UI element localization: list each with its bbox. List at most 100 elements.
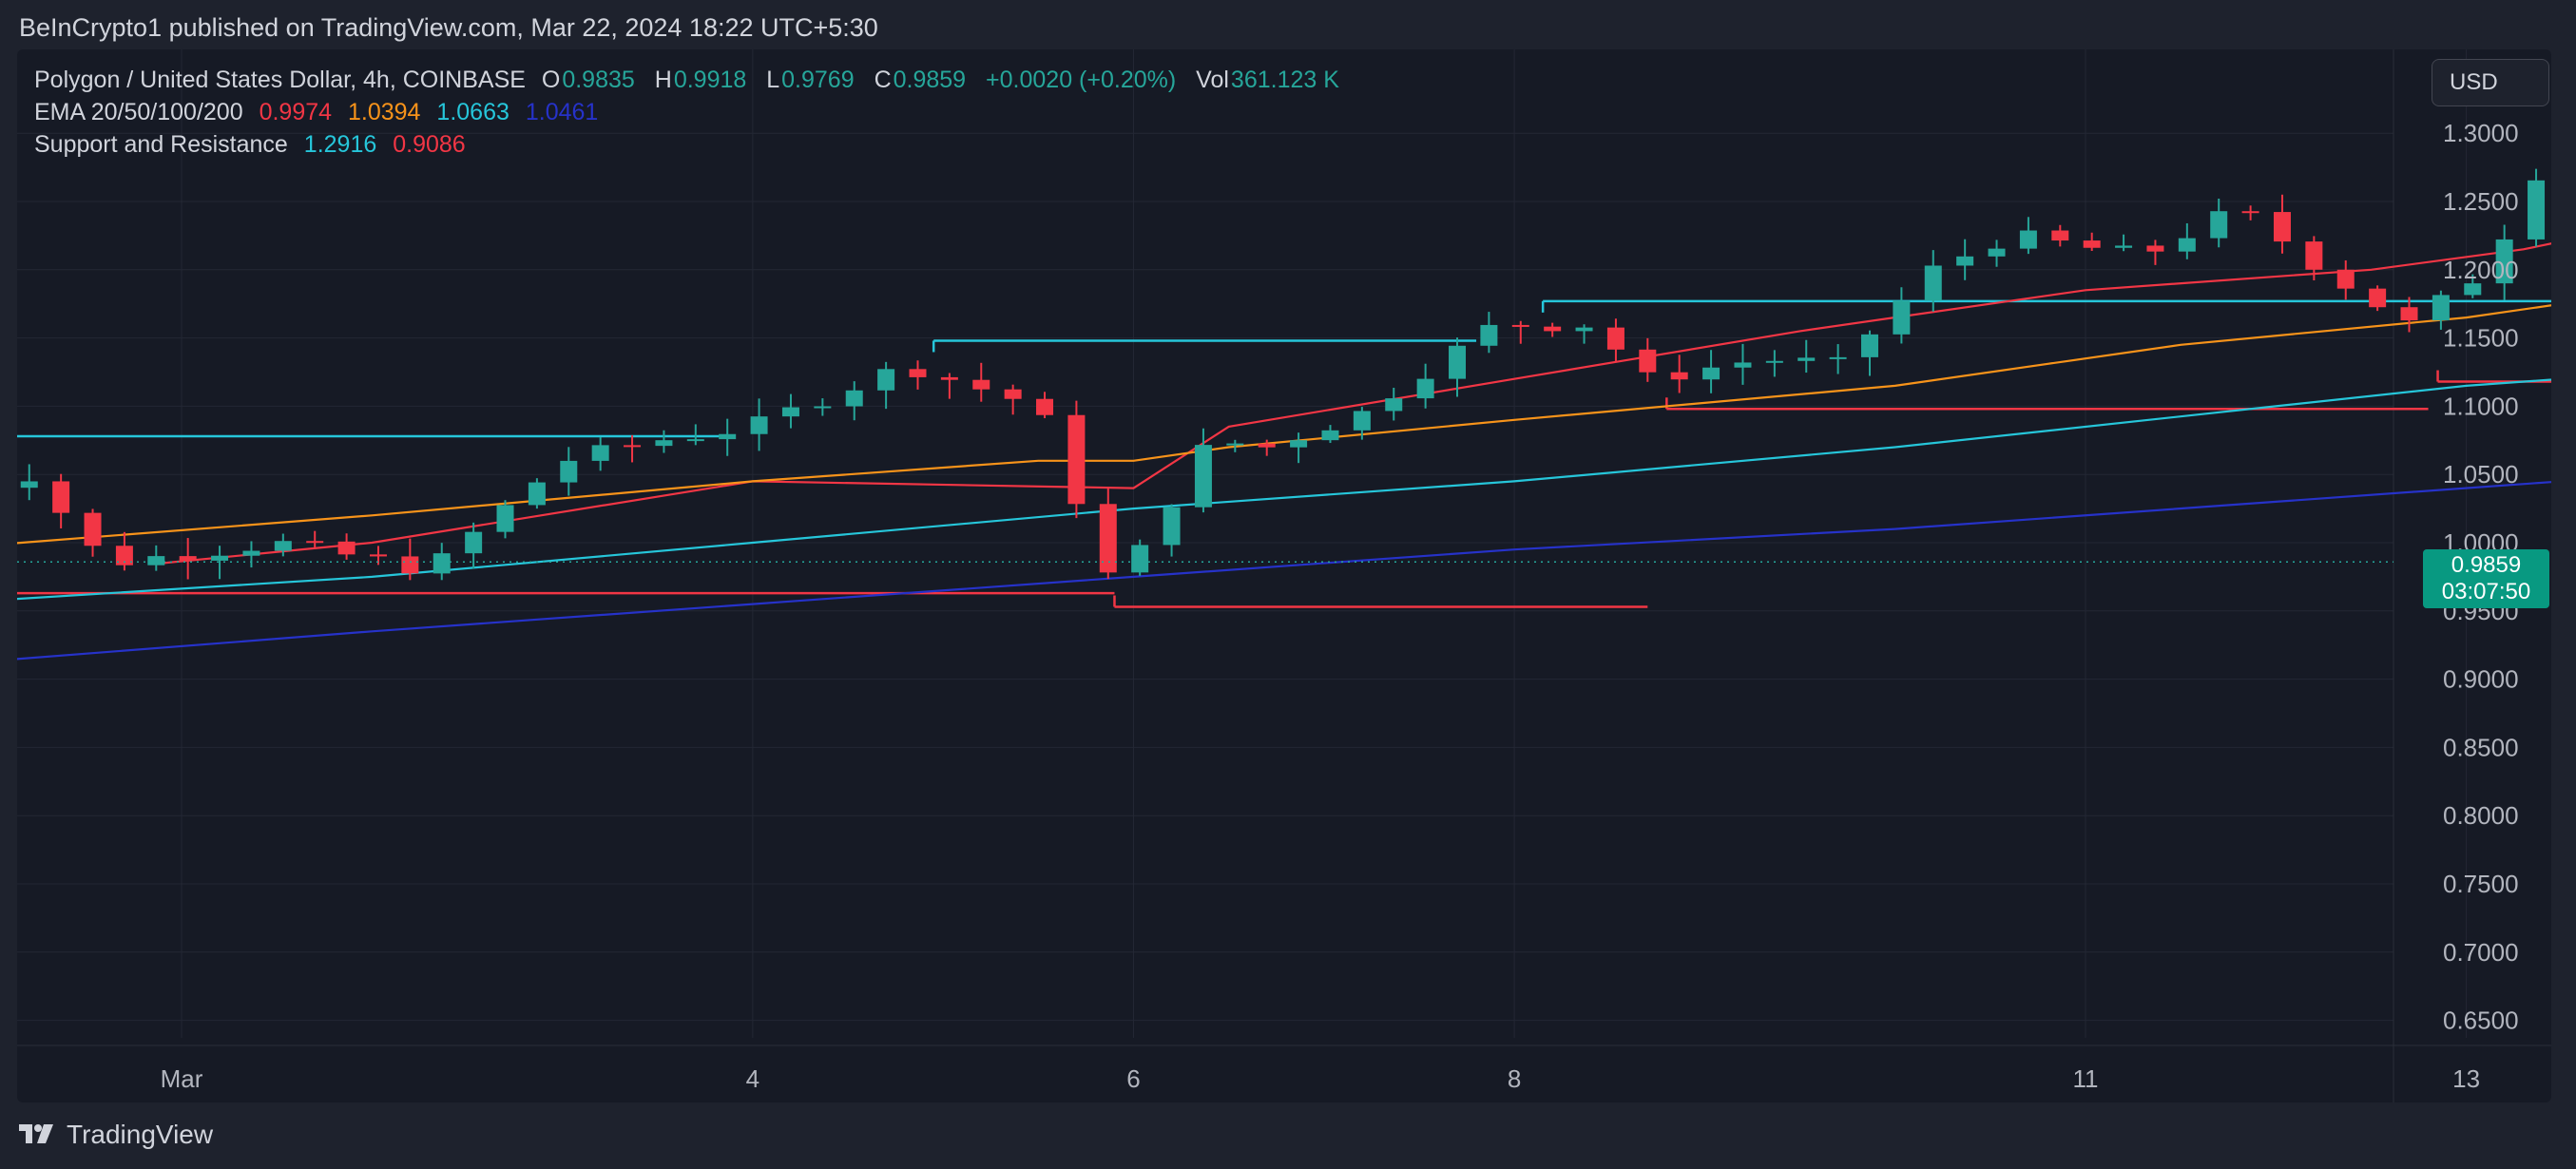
price-change: +0.0020 (+0.20%): [986, 67, 1177, 93]
ema50-value: 1.0394: [348, 99, 421, 125]
candle-down: [1606, 327, 1624, 350]
candle-down: [1036, 398, 1054, 415]
candle-down: [1639, 349, 1657, 373]
candle-up: [1163, 507, 1181, 546]
ohlc-high-label: H: [654, 67, 672, 93]
price-axis-label: 0.8000: [2443, 801, 2519, 830]
support-resistance-legend: Support and Resistance 1.2916 0.9086: [34, 131, 475, 159]
ema200-value: 1.0461: [525, 99, 599, 125]
price-axis-label: 0.9000: [2443, 665, 2519, 694]
candle-up: [211, 555, 229, 561]
candle-up: [1290, 440, 1308, 448]
ema20-line: [162, 242, 2551, 565]
footer: TradingView: [19, 1120, 213, 1150]
ohlc-open-label: O: [541, 67, 561, 93]
time-axis-label: 8: [1508, 1064, 1521, 1093]
candle-up: [2432, 295, 2450, 321]
candle-down: [1099, 504, 1117, 573]
candle-up: [1956, 256, 1974, 266]
candle-down: [2146, 245, 2164, 252]
price-axis-label: 1.3000: [2443, 119, 2519, 147]
candle-up: [1194, 445, 1212, 508]
candle-up: [2464, 283, 2482, 296]
candle-down: [84, 512, 102, 546]
price-axis-label: 0.7000: [2443, 938, 2519, 967]
price-axis-label: 1.2000: [2443, 256, 2519, 284]
ohlc-low-value: 0.9769: [781, 67, 855, 93]
candle-down: [369, 554, 387, 557]
last-price-tag: 0.9859 03:07:50: [2423, 549, 2549, 608]
volume-value: 361.123 K: [1230, 67, 1339, 93]
ohlc-high-value: 0.9918: [673, 67, 747, 93]
volume-label: Vol: [1196, 67, 1229, 93]
ema50-line: [17, 304, 2551, 545]
candle-up: [1734, 362, 1752, 368]
candle-up: [1131, 545, 1149, 573]
candle-up: [1416, 378, 1434, 399]
ohlc-open-value: 0.9835: [562, 67, 635, 93]
candle-up: [719, 433, 737, 440]
candle-up: [1321, 430, 1339, 441]
candle-down: [179, 556, 197, 561]
candle-down: [1670, 372, 1688, 380]
candle-down: [2051, 230, 2069, 241]
time-axis-label: 13: [2452, 1064, 2480, 1093]
ohlc-close-label: C: [874, 67, 892, 93]
candle-down: [2400, 307, 2418, 321]
brand-name: TradingView: [67, 1120, 214, 1149]
price-axis-label: 1.0500: [2443, 460, 2519, 489]
price-axis-label: 0.7500: [2443, 870, 2519, 898]
ohlc-close-value: 0.9859: [893, 67, 967, 93]
candle-up: [147, 556, 165, 565]
candle-down: [1511, 324, 1529, 327]
candle-up: [496, 505, 514, 532]
time-axis-labels: Mar46811131518202224: [161, 1064, 2480, 1093]
candle-up: [2495, 239, 2513, 284]
chart-pane[interactable]: 1.3000 1.2500 1.2000 1.1500 1.1000 1.0500 1.00…: [17, 49, 2551, 1102]
price-axis-label: 1.1500: [2443, 324, 2519, 353]
candle-up: [1797, 357, 1816, 361]
candle-up: [877, 369, 895, 391]
candle-up: [1765, 360, 1783, 363]
price-axis-label: 1.2500: [2443, 187, 2519, 216]
candle-up: [2210, 211, 2228, 239]
ema-label: EMA 20/50/100/200: [34, 99, 243, 125]
time-axis-label: 6: [1126, 1064, 1140, 1093]
candle-up: [1702, 367, 1721, 380]
candle-up: [1449, 345, 1467, 379]
candle-down: [337, 541, 356, 555]
candle-up: [2528, 180, 2546, 240]
candle-up: [814, 406, 832, 409]
candle-up: [433, 553, 451, 574]
price-axis-label: 0.6500: [2443, 1006, 2519, 1035]
candle-down: [401, 556, 419, 574]
sr-label: Support and Resistance: [34, 131, 288, 158]
candle-down: [2083, 240, 2101, 248]
ema100-value: 1.0663: [436, 99, 509, 125]
candle-down: [624, 445, 642, 448]
candle-up: [1575, 327, 1593, 332]
last-price-value: 0.9859: [2451, 552, 2522, 578]
symbol-label: Polygon / United States Dollar, 4h, COIN…: [34, 67, 526, 93]
time-axis-label: 11: [2073, 1064, 2099, 1093]
currency-selector[interactable]: USD: [2432, 59, 2549, 106]
symbol-legend: Polygon / United States Dollar, 4h, COIN…: [34, 67, 1349, 94]
tradingview-logo-icon: [19, 1124, 53, 1143]
candle-up: [1829, 356, 1847, 359]
candle-down: [972, 379, 990, 390]
candlestick-chart[interactable]: 1.30001.25001.20001.15001.10001.05001.00…: [17, 49, 2551, 1102]
candle-down: [940, 376, 958, 380]
candle-down: [2241, 211, 2259, 214]
candle-up: [1226, 443, 1244, 446]
candle-up: [560, 460, 578, 483]
candle-up: [686, 439, 704, 442]
bar-countdown: 03:07:50: [2441, 579, 2531, 604]
candle-up: [1385, 398, 1403, 412]
candles: [20, 168, 2546, 581]
candle-down: [1004, 389, 1022, 399]
candle-up: [1860, 334, 1878, 357]
candle-up: [2115, 245, 2133, 248]
candle-down: [1544, 326, 1562, 332]
candle-up: [1480, 324, 1498, 346]
time-axis-label: Mar: [161, 1064, 203, 1093]
